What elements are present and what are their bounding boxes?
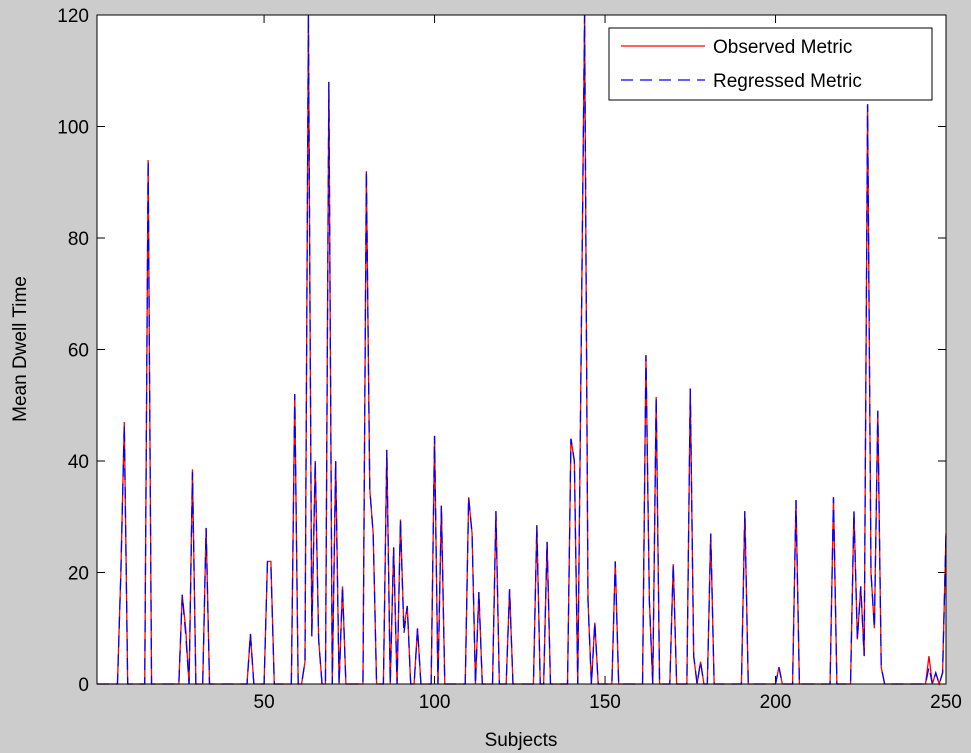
x-axis-label: Subjects <box>485 730 558 751</box>
y-tick-label: 120 <box>57 6 89 27</box>
y-tick-label: 0 <box>78 675 89 696</box>
legend-label: Observed Metric <box>713 37 852 58</box>
x-tick-label: 150 <box>589 692 621 713</box>
legend-label: Regressed Metric <box>713 71 862 92</box>
x-tick-label: 250 <box>930 692 962 713</box>
y-tick-label: 60 <box>68 341 89 362</box>
x-tick-label: 50 <box>254 692 275 713</box>
y-axis-label: Mean Dwell Time <box>10 276 31 422</box>
legend-box <box>608 27 933 101</box>
y-tick-label: 40 <box>68 452 89 473</box>
x-tick-label: 100 <box>419 692 451 713</box>
plot-area <box>97 15 946 684</box>
y-tick-label: 100 <box>57 118 89 139</box>
y-tick-label: 80 <box>68 229 89 250</box>
y-tick-label: 20 <box>68 564 89 585</box>
plot-frame <box>96 14 947 685</box>
x-tick-label: 200 <box>760 692 792 713</box>
